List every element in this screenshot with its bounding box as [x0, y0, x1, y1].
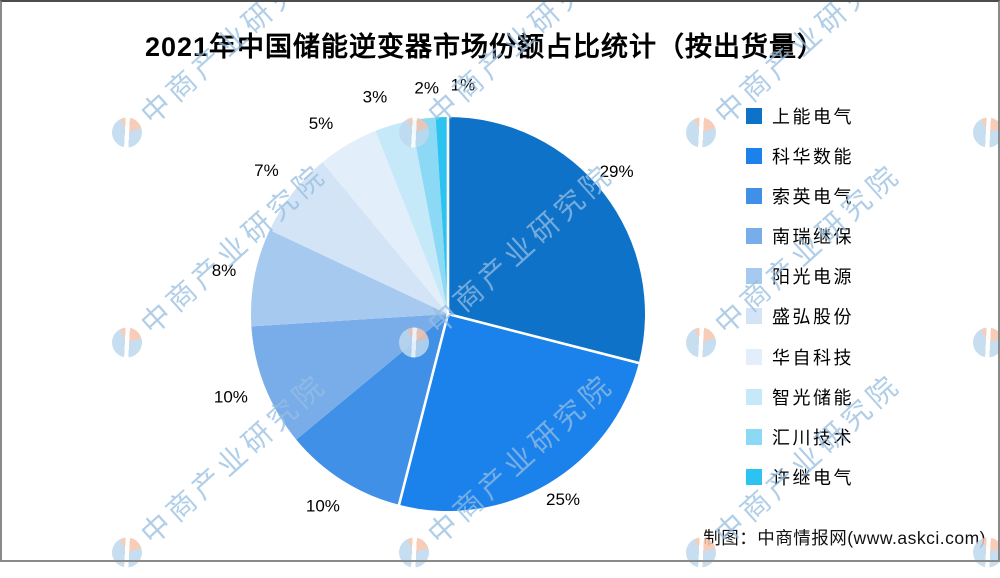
slice-separator-line: [397, 313, 450, 507]
pie-data-label-许继电气: 1%: [451, 76, 476, 95]
legend-item-上能电气: 上能电气: [746, 107, 854, 127]
legend-swatch-icon: [746, 429, 762, 445]
pie-slice-汇川技术: [411, 117, 448, 314]
legend-swatch-icon: [746, 348, 762, 365]
legend-item-阳光电源: 阳光电源: [746, 267, 854, 287]
legend-label: 华自科技: [772, 347, 854, 368]
slice-separator-line: [447, 312, 641, 365]
legend-item-汇川技术: 汇川技术: [746, 428, 854, 448]
legend-item-索英电气: 索英电气: [746, 187, 854, 207]
footer-credit: 制图：中商情报网(www.askci.com): [703, 528, 986, 548]
legend-label: 阳光电源: [772, 267, 854, 288]
legend-item-智光储能: 智光储能: [746, 388, 854, 408]
legend-item-南瑞继保: 南瑞继保: [746, 227, 854, 247]
pie-data-label-汇川技术: 2%: [414, 78, 439, 97]
pie-slice-华自科技: [322, 130, 448, 314]
pie-slice-盛弘股份: [269, 162, 448, 314]
pie-slice-智光储能: [375, 120, 448, 315]
legend-label: 汇川技术: [772, 428, 854, 448]
pie-data-label-盛弘股份: 7%: [254, 161, 279, 180]
legend-label: 盛弘股份: [772, 307, 854, 328]
pie-slice-许继电气: [435, 117, 448, 314]
pie-data-label-阳光电源: 8%: [212, 261, 237, 280]
pie-data-label-智光储能: 3%: [363, 87, 388, 106]
legend-swatch-icon: [746, 388, 762, 405]
chart-title: 2021年中国储能逆变器市场份额占比统计（按出货量）: [144, 32, 826, 62]
legend-item-盛弘股份: 盛弘股份: [746, 307, 854, 327]
pie-data-label-索英电气: 10%: [306, 496, 340, 515]
chart-legend: 上能电气科华数能索英电气南瑞继保阳光电源盛弘股份华自科技智光储能汇川技术许继电气: [746, 107, 854, 509]
legend-item-许继电气: 许继电气: [746, 468, 854, 488]
legend-swatch-icon: [746, 147, 762, 164]
legend-swatch-icon: [746, 469, 762, 486]
pie-data-label-华自科技: 5%: [309, 114, 334, 133]
pie-data-label-南瑞继保: 10%: [214, 388, 248, 407]
legend-item-华自科技: 华自科技: [746, 348, 854, 368]
legend-label: 科华数能: [772, 146, 854, 167]
legend-label: 上能电气: [772, 106, 854, 127]
legend-swatch-icon: [746, 107, 762, 124]
legend-label: 许继电气: [772, 468, 854, 489]
pie-data-label-上能电气: 29%: [600, 162, 634, 181]
legend-swatch-icon: [746, 268, 762, 285]
pie-slice-阳光电源: [251, 230, 448, 327]
legend-swatch-icon: [746, 228, 762, 245]
pie-slice-科华数能: [399, 314, 639, 511]
legend-swatch-icon: [746, 187, 762, 204]
legend-swatch-icon: [746, 308, 762, 325]
legend-item-科华数能: 科华数能: [746, 147, 854, 167]
legend-label: 南瑞继保: [772, 227, 854, 248]
legend-label: 智光储能: [772, 387, 854, 408]
pie-data-label-科华数能: 25%: [546, 490, 580, 509]
pie-slice-上能电气: [448, 117, 645, 363]
legend-label: 索英电气: [772, 186, 854, 207]
